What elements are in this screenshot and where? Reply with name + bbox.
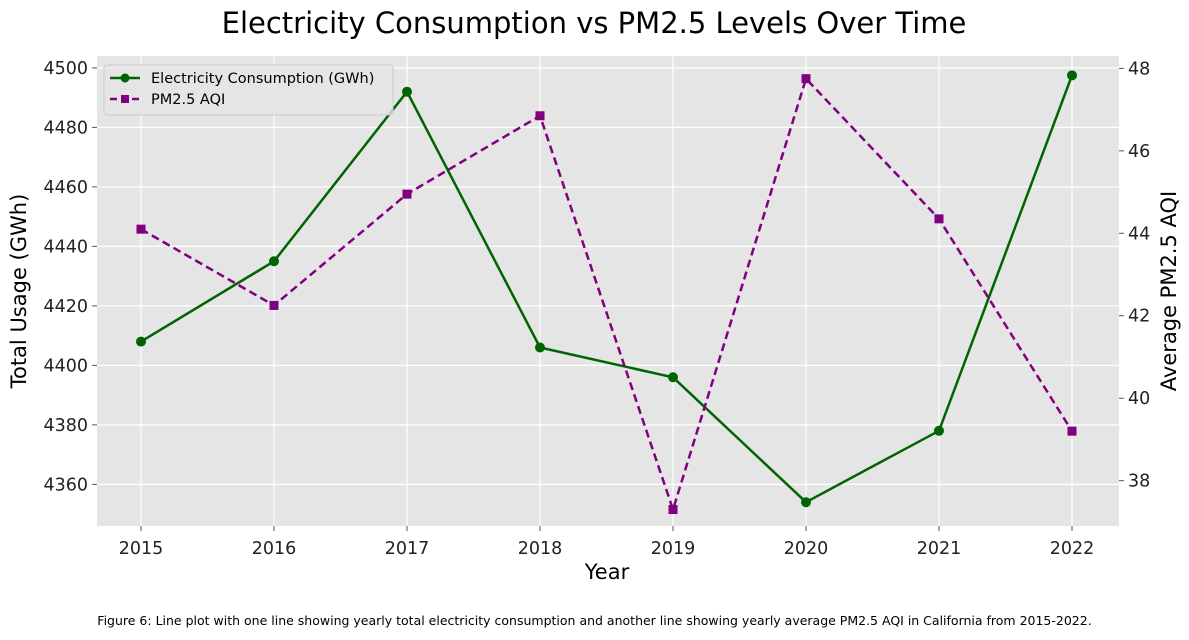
series-1-point <box>801 74 811 84</box>
left-y-tick-label: 4460 <box>43 178 88 198</box>
left-y-axis-ticks: 4360 4380 4400 4420 4440 4460 4480 4500 <box>43 59 97 495</box>
series-1-point <box>934 214 944 224</box>
figure-caption: Figure 6: Line plot with one line showin… <box>97 613 1092 628</box>
left-y-tick-label: 4420 <box>43 297 88 317</box>
series-line-1 <box>140 77 1074 511</box>
series-0-point <box>402 86 412 97</box>
series-0-point <box>668 372 678 383</box>
right-y-tick-label: 42 <box>1128 307 1150 327</box>
x-tick-label: 2018 <box>518 539 563 559</box>
series-0-point <box>269 256 279 267</box>
left-y-axis-label: Total Usage (GWh) <box>7 194 31 390</box>
series-1-point <box>668 505 678 515</box>
grid-lines <box>97 56 1119 526</box>
series-1-point <box>1067 426 1077 436</box>
x-axis-label: Year <box>584 560 630 584</box>
left-y-tick-label: 4480 <box>43 118 88 138</box>
plot-area <box>97 56 1119 526</box>
left-y-tick-label: 4360 <box>43 475 88 495</box>
x-tick-label: 2021 <box>917 539 962 559</box>
series-0-point <box>136 336 146 347</box>
series-0-point <box>535 342 545 353</box>
x-axis-ticks: 2015 2016 2017 2018 2019 2020 2021 2022 <box>119 526 1095 559</box>
legend-box <box>103 64 394 116</box>
series-1-point <box>402 189 412 199</box>
series-1-point <box>535 111 545 121</box>
x-tick-label: 2015 <box>119 539 164 559</box>
legend: Electricity Consumption (GWh) PM2.5 AQI <box>103 64 394 116</box>
x-tick-label: 2022 <box>1050 539 1095 559</box>
x-tick-label: 2017 <box>385 539 430 559</box>
legend-marker-pm25 <box>121 95 129 103</box>
series-1-point <box>269 300 279 310</box>
right-y-tick-label: 38 <box>1128 472 1150 492</box>
series-0-point <box>801 497 811 508</box>
left-y-tick-label: 4440 <box>43 237 88 257</box>
left-y-tick-label: 4380 <box>43 416 88 436</box>
x-tick-label: 2020 <box>784 539 829 559</box>
series-1-point <box>136 224 146 234</box>
series-0-point <box>934 425 944 436</box>
x-tick-label: 2019 <box>651 539 696 559</box>
legend-label-electricity: Electricity Consumption (GWh) <box>151 71 374 87</box>
left-y-tick-label: 4400 <box>43 356 88 376</box>
legend-label-pm25: PM2.5 AQI <box>151 92 225 108</box>
right-y-axis-label: Average PM2.5 AQI <box>1157 191 1181 391</box>
series-layer <box>136 70 1077 515</box>
series-0-point <box>1067 70 1077 81</box>
x-tick-label: 2016 <box>252 539 297 559</box>
legend-marker-electricity <box>120 73 130 83</box>
series-line-0 <box>140 74 1074 504</box>
left-y-tick-label: 4500 <box>43 59 88 79</box>
right-y-axis-ticks: 38 40 42 44 46 48 <box>1119 59 1150 492</box>
right-y-tick-label: 40 <box>1128 389 1150 409</box>
right-y-tick-label: 48 <box>1128 59 1150 79</box>
right-y-tick-label: 44 <box>1128 224 1150 244</box>
right-y-tick-label: 46 <box>1128 142 1150 162</box>
chart-title: Electricity Consumption vs PM2.5 Levels … <box>222 6 967 40</box>
